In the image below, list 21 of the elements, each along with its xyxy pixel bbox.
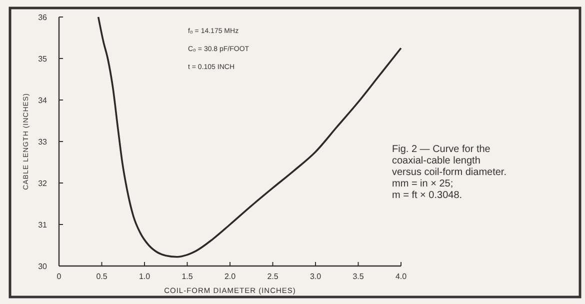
x-tick-label: 2.5 [267, 272, 279, 281]
annotation: versus coil-form diameter. [392, 167, 506, 178]
annotation: m = ft × 0.3048. [392, 190, 462, 201]
y-tick-label: 30 [38, 262, 48, 271]
y-tick-label: 31 [38, 220, 48, 230]
x-tick-label: 0 [56, 272, 62, 281]
y-tick-label: 35 [38, 54, 48, 64]
x-tick-label: 3.5 [352, 272, 364, 281]
x-tick-label: 1.0 [138, 272, 151, 281]
x-tick-label: 4.0 [395, 272, 408, 281]
x-tick-label: 0.5 [96, 272, 108, 281]
annotation: Fig. 2 — Curve for the [392, 144, 491, 155]
y-tick-label: 34 [38, 96, 48, 105]
y-tick-label: 32 [38, 179, 48, 188]
y-tick-label: 36 [38, 13, 48, 22]
y-tick-label: 33 [38, 138, 48, 146]
annotation: mm = in × 25; [392, 178, 454, 190]
x-tick-label: 2.0 [224, 272, 236, 281]
x-tick-label: 1.5 [182, 272, 194, 281]
x-tick-label: 3.0 [310, 272, 322, 281]
annotation: coaxial-cable length [392, 156, 480, 166]
